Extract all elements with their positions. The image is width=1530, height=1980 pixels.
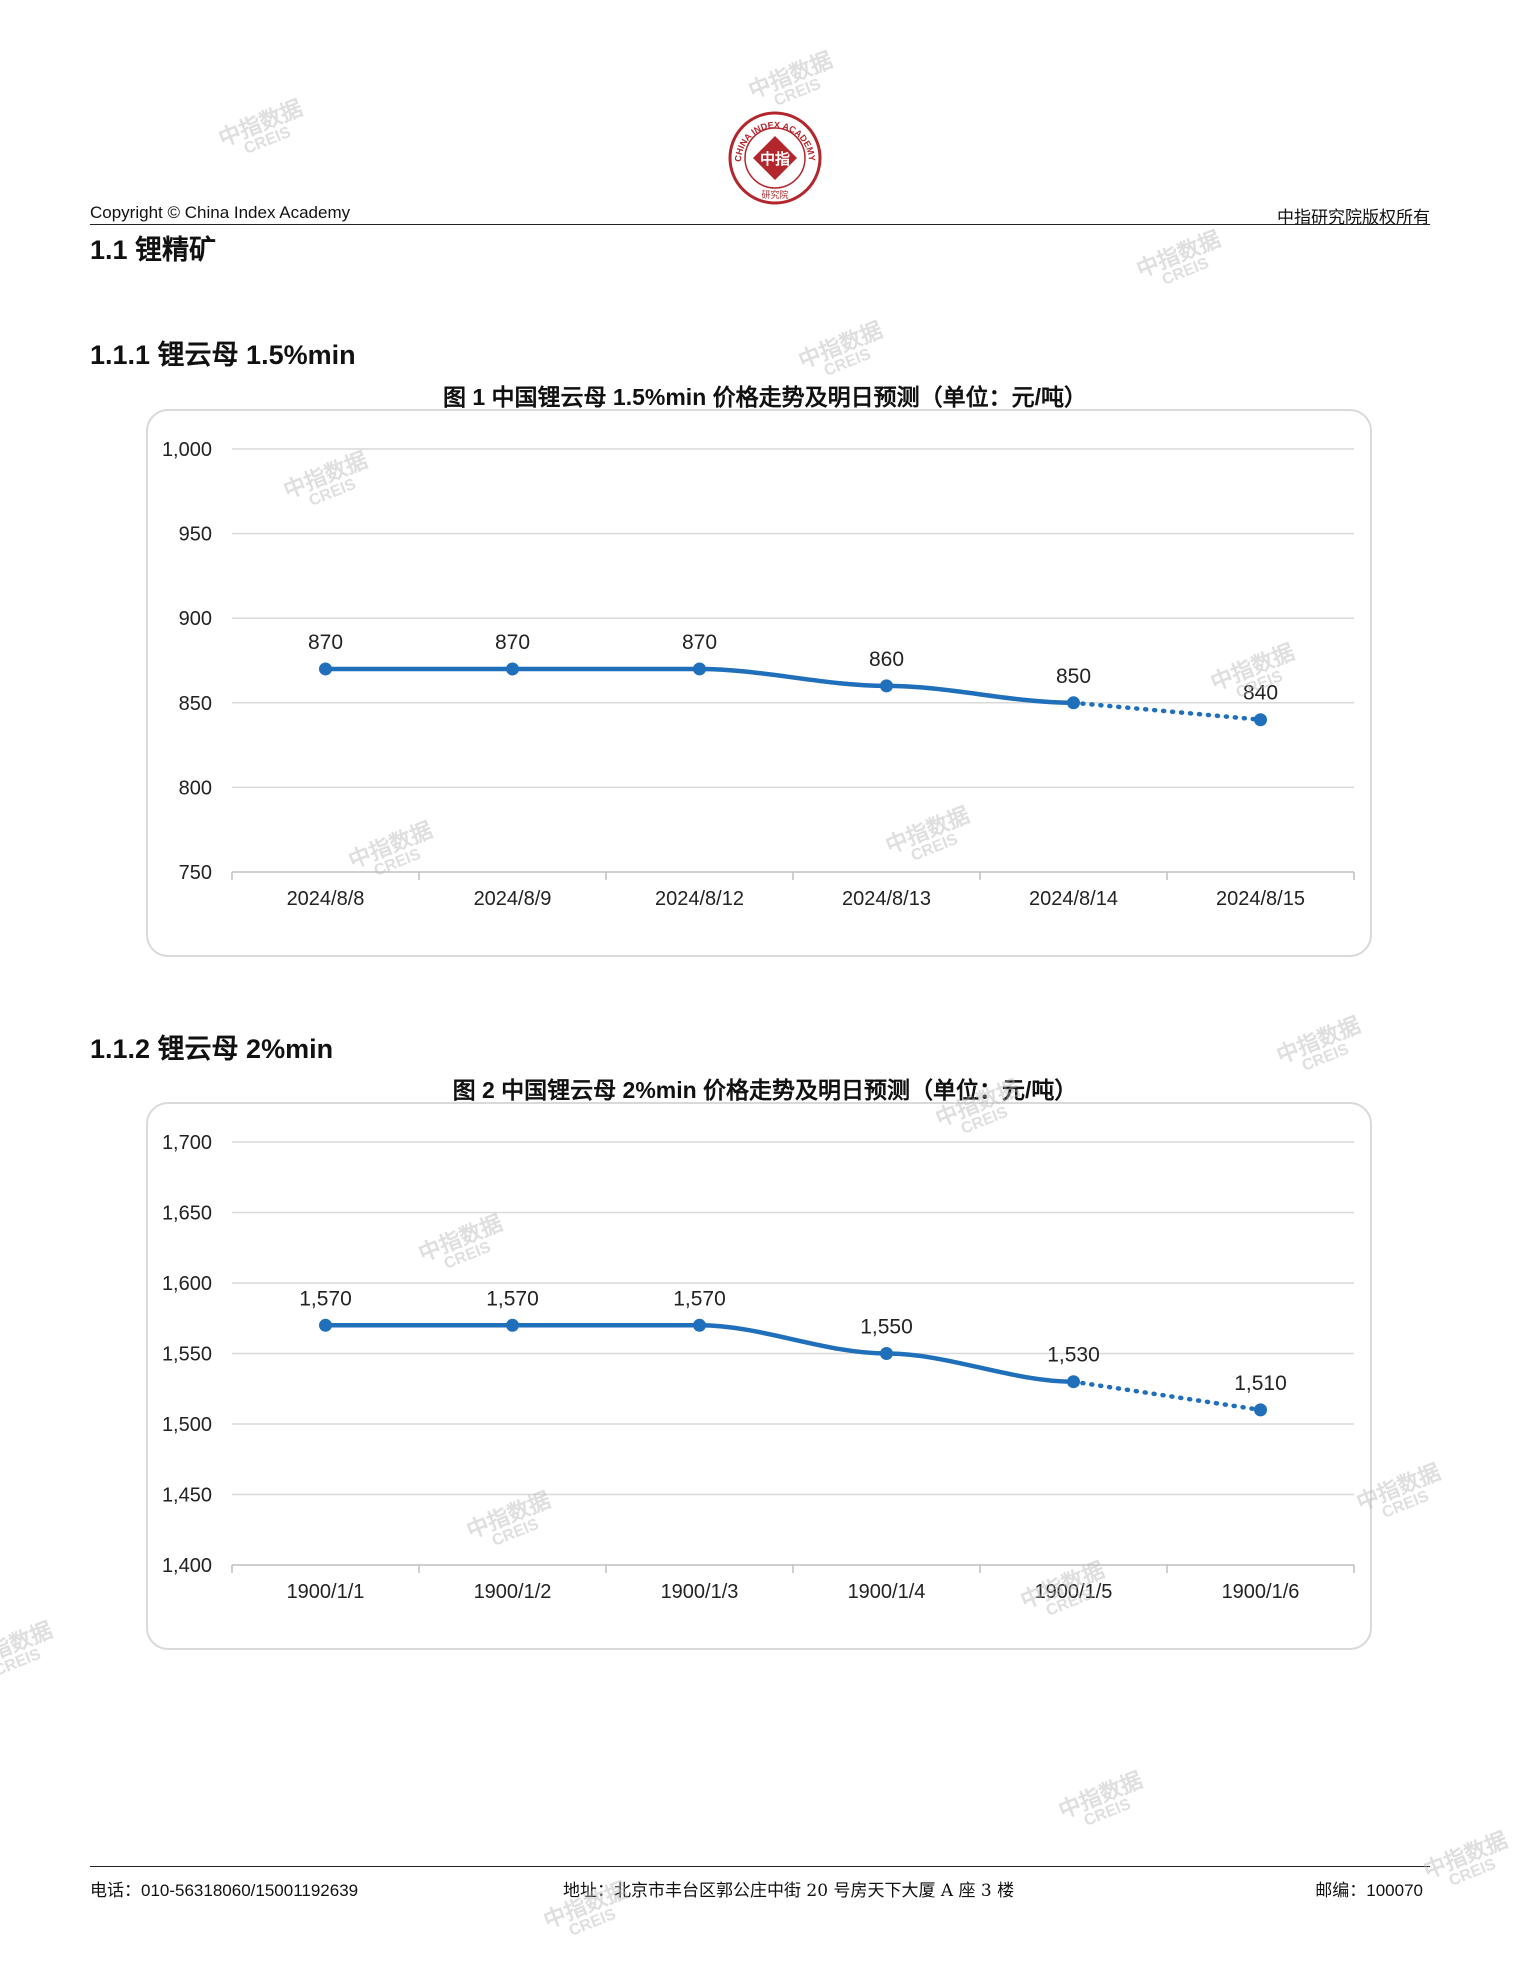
data-label: 840	[1243, 682, 1278, 705]
watermark: 中指数据 CREIS	[214, 95, 306, 158]
y-tick-label: 1,650	[162, 1203, 212, 1225]
section-heading-1-1: 1.1 锂精矿	[90, 235, 217, 265]
data-label: 870	[682, 631, 717, 654]
china-index-academy-logo: CHINA INDEX ACADEMY 中指 研究院	[728, 111, 822, 205]
data-label: 1,550	[860, 1316, 913, 1339]
footer-phone: 电话：010-56318060/15001192639	[90, 1881, 359, 1900]
data-point	[506, 1318, 519, 1332]
copyright-text: Copyright © China Index Academy	[90, 203, 351, 222]
data-point	[1067, 1375, 1080, 1389]
x-tick-label: 2024/8/9	[474, 888, 552, 910]
forecast-line	[1071, 1379, 1263, 1413]
footer-divider	[90, 1866, 1430, 1867]
chart-1-frame	[146, 409, 1372, 957]
y-tick-label: 900	[179, 608, 212, 630]
section-heading-1-1-1: 1.1.1 锂云母 1.5%min	[90, 340, 356, 370]
y-tick-label: 1,600	[162, 1273, 212, 1295]
data-label: 1,530	[1047, 1344, 1100, 1367]
data-label: 870	[495, 631, 530, 654]
data-label: 870	[308, 631, 343, 654]
watermark: 中指数据 CREIS	[0, 1617, 56, 1680]
watermark: 中指数据 CREIS	[1419, 1827, 1511, 1890]
footer-postcode: 邮编：100070	[1315, 1881, 1423, 1900]
data-point	[1067, 696, 1080, 710]
data-point	[880, 679, 893, 693]
y-tick-label: 1,700	[162, 1132, 212, 1154]
data-label: 860	[869, 648, 904, 671]
data-point	[506, 662, 519, 676]
y-tick-label: 950	[179, 524, 212, 546]
x-tick-label: 2024/8/13	[842, 888, 931, 910]
logo-center-text: 中指	[760, 150, 790, 168]
x-tick-label: 2024/8/15	[1216, 888, 1305, 910]
x-tick-label: 1900/1/6	[1222, 1581, 1300, 1603]
y-tick-label: 850	[179, 693, 212, 715]
data-label: 850	[1056, 665, 1091, 688]
y-tick-label: 1,000	[162, 439, 212, 461]
chart-2: 1,400 1,450 1,500 1,550 1,600 1,650 1,700 1900/…	[162, 1132, 1355, 1603]
figure-caption-1: 图 1 中国锂云母 1.5%min 价格走势及明日预测（单位：元/吨）	[442, 384, 1088, 410]
footer-address: 地址：北京市丰台区郭公庄中街 20 号房天下大厦 A 座 3 楼	[563, 1881, 1015, 1901]
figure-caption-2: 图 2 中国锂云母 2%min 价格走势及明日预测（单位：元/吨）	[452, 1077, 1078, 1103]
x-tick-label: 1900/1/1	[287, 1581, 365, 1603]
data-label: 1,510	[1234, 1372, 1287, 1395]
data-point	[693, 1318, 706, 1332]
x-tick-label: 2024/8/14	[1029, 888, 1118, 910]
data-point	[319, 1318, 332, 1332]
x-tick-label: 1900/1/5	[1035, 1581, 1113, 1603]
x-tick-label: 1900/1/3	[661, 1581, 739, 1603]
y-tick-label: 1,450	[162, 1485, 212, 1507]
y-tick-label: 800	[179, 777, 212, 799]
forecast-line	[1071, 700, 1263, 722]
logo-bottom-text: 研究院	[761, 189, 788, 200]
data-label: 1,570	[486, 1287, 539, 1310]
chart-1: 750 800 850 900 950 1,000 2024/8/8 2024/8/9 2024…	[162, 439, 1355, 910]
data-label: 1,570	[673, 1287, 726, 1310]
header-divider	[90, 224, 1430, 225]
x-tick-label: 1900/1/4	[848, 1581, 926, 1603]
data-point	[880, 1347, 893, 1360]
section-heading-1-1-2: 1.1.2 锂云母 2%min	[90, 1034, 334, 1064]
x-tick-label: 1900/1/2	[474, 1581, 552, 1603]
y-tick-label: 1,400	[162, 1555, 212, 1577]
x-tick-label: 2024/8/12	[655, 888, 744, 910]
watermark: 中指数据 CREIS	[1054, 1767, 1146, 1830]
data-label: 1,570	[299, 1287, 352, 1310]
watermark: 中指数据 CREIS	[1132, 226, 1224, 289]
data-point	[1254, 713, 1267, 727]
data-point	[1254, 1403, 1267, 1417]
data-point	[693, 662, 706, 676]
rights-text: 中指研究院版权所有	[1277, 208, 1430, 228]
y-tick-label: 750	[179, 862, 212, 884]
x-tick-label: 2024/8/8	[287, 888, 365, 910]
y-tick-label: 1,550	[162, 1344, 212, 1366]
y-tick-label: 1,500	[162, 1414, 212, 1436]
data-point	[319, 662, 332, 676]
watermark: 中指数据 CREIS	[744, 47, 836, 110]
chart-2-frame	[146, 1102, 1372, 1650]
